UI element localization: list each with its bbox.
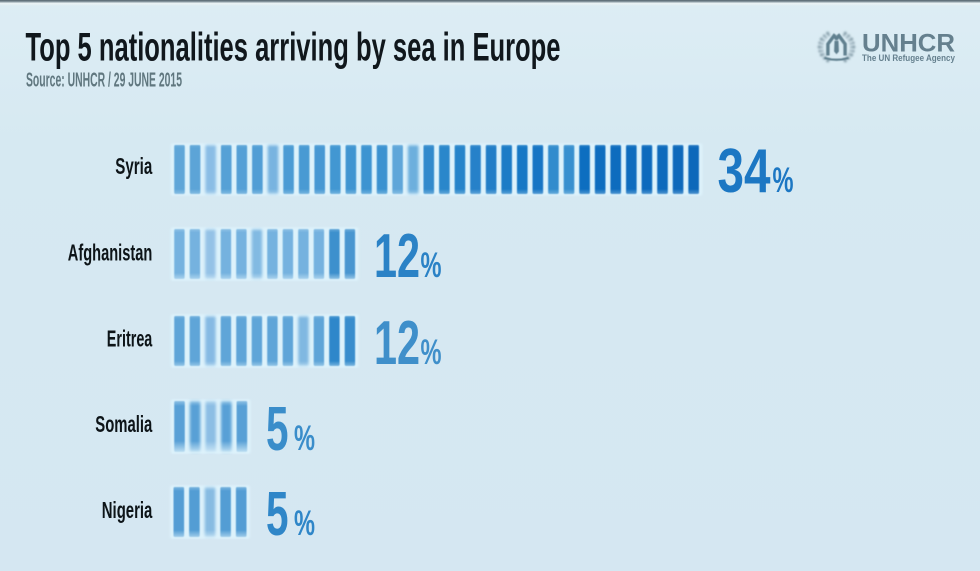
svg-text:Source: UNHCR / 29 JUNE 2015: Source: UNHCR / 29 JUNE 2015 (26, 70, 182, 92)
svg-text:%: % (421, 245, 442, 285)
svg-text:%: % (294, 418, 315, 458)
svg-text:Nigeria: Nigeria (102, 497, 153, 523)
svg-text:Top 5 nationalities arriving b: Top 5 nationalities arriving by sea in E… (26, 26, 561, 70)
svg-text:UNHCR: UNHCR (862, 30, 955, 58)
svg-text:12: 12 (374, 308, 420, 378)
svg-text:12: 12 (374, 221, 420, 291)
svg-text:Syria: Syria (115, 153, 153, 179)
svg-text:5: 5 (266, 394, 289, 464)
svg-text:Afghanistan: Afghanistan (68, 239, 153, 265)
svg-text:5: 5 (266, 479, 289, 549)
svg-text:%: % (773, 160, 794, 200)
svg-text:Eritrea: Eritrea (107, 325, 153, 351)
svg-text:34: 34 (718, 136, 771, 206)
svg-text:The UN Refugee Agency: The UN Refugee Agency (862, 53, 956, 63)
svg-text:%: % (421, 332, 442, 372)
svg-text:%: % (294, 503, 315, 543)
svg-text:Somalia: Somalia (95, 411, 153, 437)
